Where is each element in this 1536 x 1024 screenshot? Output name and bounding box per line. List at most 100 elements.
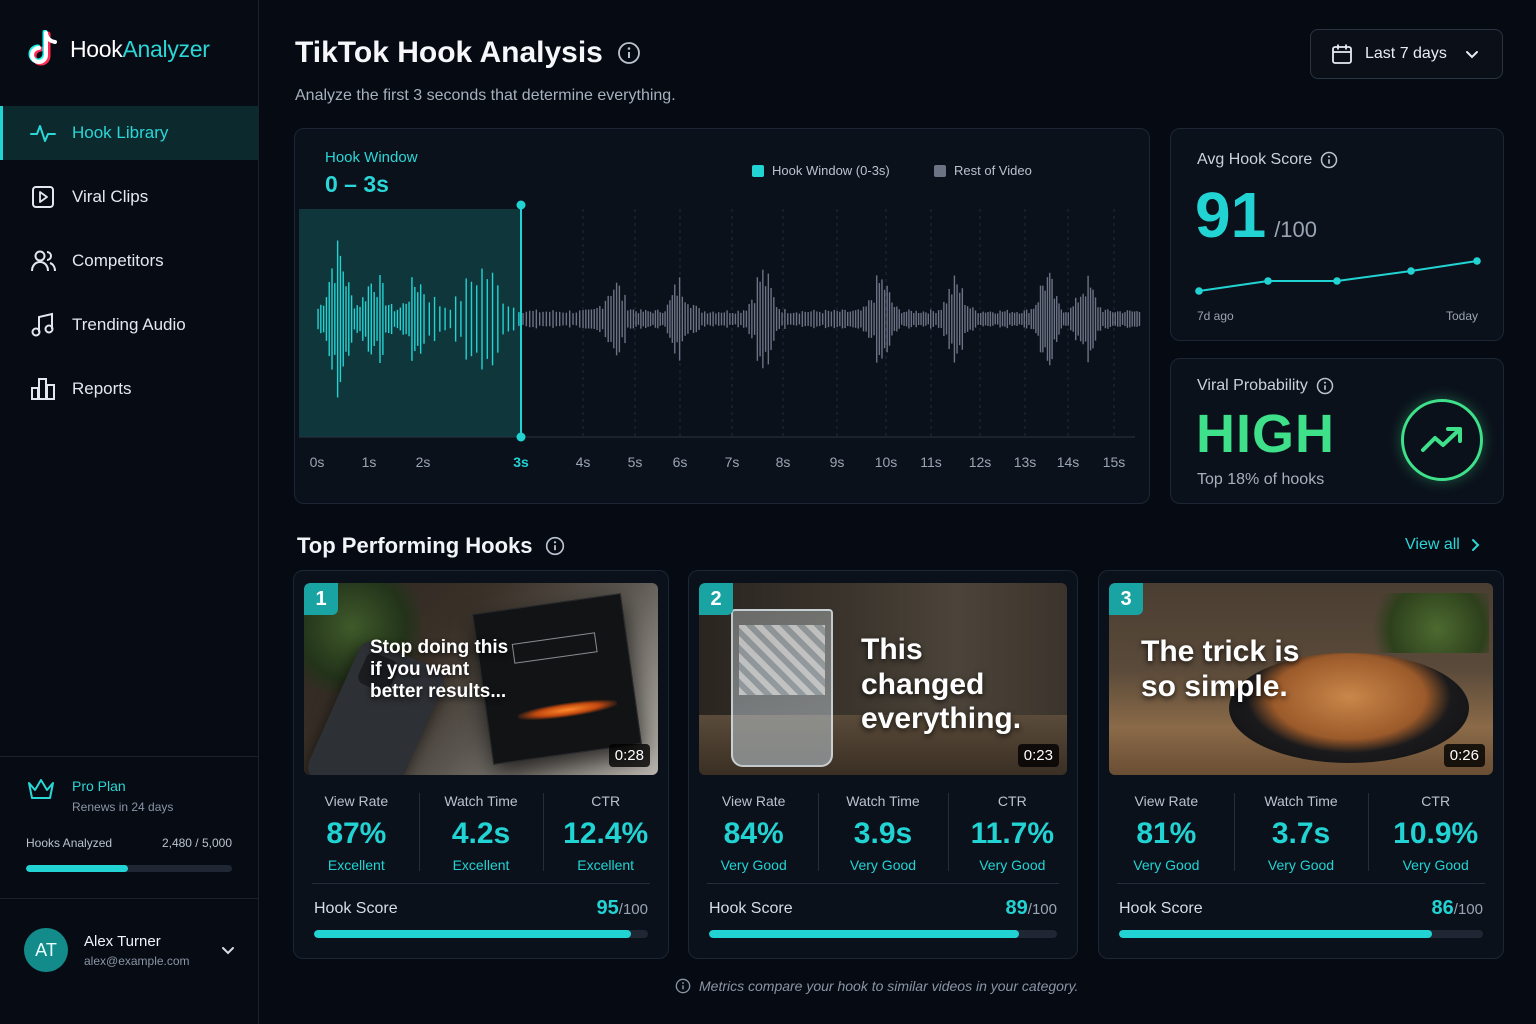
x-tick-label: 7s — [725, 454, 740, 470]
metric-value: 3.9s — [853, 817, 913, 850]
usage-count: 2,480 / 5,000 — [161, 836, 232, 850]
chart-title: Hook Window — [325, 149, 418, 166]
waveform-chart[interactable]: 0s 1s 2s 3s 4s 5s 6s 7s 8s 9s 10s 11s 12s 13s 14s 15s — [295, 129, 1151, 505]
sidebar-item-viral-clips[interactable]: Viral Clips — [0, 170, 258, 224]
trend-x-label-start: 7d ago — [1197, 309, 1234, 323]
legend-swatch — [752, 164, 764, 177]
x-tick-label: 1s — [362, 454, 377, 470]
info-icon[interactable] — [617, 41, 641, 65]
metric-watch-time: Watch Time 4.2s Excellent — [418, 793, 544, 873]
x-tick-label: 10s — [875, 454, 898, 470]
viral-label: Viral Probability — [1197, 377, 1334, 395]
sidebar-item-label: Hook Library — [72, 123, 169, 142]
metric-ctr: CTR 11.7% Very Good — [947, 793, 1077, 873]
avg-score-denominator: /100 — [1274, 217, 1318, 242]
sidebar-item-trending-audio[interactable]: Trending Audio — [0, 298, 258, 352]
chevron-right-icon — [1471, 539, 1480, 551]
hook-card[interactable]: 2 This changed everything. 0:23 View Rat… — [688, 570, 1078, 959]
x-tick-label: 12s — [969, 454, 992, 470]
herb-pot-shape — [1359, 593, 1489, 653]
viral-value: HIGH — [1196, 404, 1335, 464]
plan-renews: Renews in 24 days — [72, 800, 174, 814]
avg-score-label-text: Avg Hook Score — [1197, 151, 1313, 168]
x-tick-label: 6s — [673, 454, 688, 470]
x-tick-label: 4s — [576, 454, 591, 470]
metric-ctr: CTR 12.4% Excellent — [543, 793, 668, 873]
video-thumbnail[interactable]: 2 This changed everything. 0:23 — [699, 583, 1067, 775]
info-icon[interactable] — [1316, 377, 1334, 395]
date-range-select[interactable]: Last 7 days — [1310, 29, 1503, 79]
metric-rating: Very Good — [1402, 857, 1469, 873]
overlay-caption: This changed everything. — [861, 633, 1022, 735]
chevron-down-icon[interactable] — [220, 942, 236, 958]
x-tick-label: 5s — [628, 454, 643, 470]
trending-up-icon — [1401, 399, 1483, 481]
metric-rating: Excellent — [327, 857, 385, 873]
page-title: TikTok Hook Analysis — [295, 36, 641, 70]
metric-rating: Excellent — [452, 857, 510, 873]
trend-point — [1195, 287, 1203, 295]
marker-handle[interactable] — [516, 432, 526, 442]
rank-badge: 1 — [304, 583, 338, 615]
glass-shape — [731, 609, 833, 767]
avg-hook-score-card: Avg Hook Score 91 /100 7d ago Today — [1170, 128, 1504, 341]
hook-score-number: 89 — [1005, 897, 1028, 919]
info-icon[interactable] — [545, 536, 565, 556]
view-all-link[interactable]: View all — [1405, 536, 1482, 554]
overlay-caption: The trick is so simple. — [1141, 635, 1300, 703]
video-thumbnail[interactable]: 3 The trick is so simple. 0:26 — [1109, 583, 1493, 775]
video-thumbnail[interactable]: 1 Stop doing this if you want better res… — [304, 583, 658, 775]
hook-score-bar — [314, 930, 648, 938]
metric-watch-time: Watch Time 3.9s Very Good — [818, 793, 947, 873]
info-icon — [675, 978, 691, 994]
user-email: alex@example.com — [84, 953, 190, 968]
metric-label: View Rate — [324, 793, 389, 809]
app-logo[interactable]: HookAnalyzer — [26, 30, 210, 68]
usage-row: Hooks Analyzed 2,480 / 5,000 — [26, 836, 232, 850]
metrics-row: View Rate 87% Excellent Watch Time 4.2s Exce… — [294, 793, 668, 873]
trend-x-label-end: Today — [1445, 309, 1478, 323]
plan-info[interactable]: Pro Plan Renews in 24 days — [26, 776, 173, 814]
hook-card[interactable]: 1 Stop doing this if you want better res… — [293, 570, 669, 959]
hook-score-bar — [709, 930, 1057, 938]
metric-rating: Excellent — [577, 857, 635, 873]
metrics-row: View Rate 84% Very Good Watch Time 3.9s Very… — [689, 793, 1077, 873]
metric-label: CTR — [591, 793, 621, 809]
metric-rating: Very Good — [720, 857, 787, 873]
legend-label: Rest of Video — [954, 163, 1032, 178]
info-icon[interactable] — [1320, 151, 1338, 169]
hook-card[interactable]: 3 The trick is so simple. 0:26 View Rate… — [1098, 570, 1504, 959]
x-tick-label: 8s — [776, 454, 791, 470]
hook-score-max: /100 — [1027, 901, 1057, 918]
metric-rating: Very Good — [1133, 857, 1200, 873]
crown-icon — [28, 779, 54, 799]
sidebar-item-competitors[interactable]: Competitors — [0, 234, 258, 288]
page-title-text: TikTok Hook Analysis — [295, 36, 603, 69]
chevron-down-icon — [1465, 51, 1478, 59]
score-trend-chart — [1195, 257, 1481, 295]
sidebar-item-reports[interactable]: Reports — [0, 362, 258, 416]
metric-label: View Rate — [1134, 793, 1199, 809]
hook-score-value: 95/100 — [597, 897, 648, 920]
hook-score-max: /100 — [1453, 901, 1483, 918]
metrics-row: View Rate 81% Very Good Watch Time 3.7s Very… — [1099, 793, 1503, 873]
trend-point — [1264, 277, 1272, 285]
date-range-value: Last 7 days — [1365, 45, 1447, 62]
sidebar-nav: Hook Library Viral Clips Competitors Tre… — [0, 106, 258, 426]
x-tick-label: 2s — [416, 454, 431, 470]
trend-line — [1198, 260, 1478, 292]
hook-score-max: /100 — [618, 901, 648, 918]
footnote-text: Metrics compare your hook to similar vid… — [699, 978, 1079, 994]
x-tick-label: 11s — [920, 454, 942, 470]
sidebar-item-hook-library[interactable]: Hook Library — [0, 106, 258, 160]
avg-score-label: Avg Hook Score — [1197, 151, 1338, 169]
user-menu[interactable]: AT Alex Turner alex@example.com — [24, 928, 236, 972]
marker-handle[interactable] — [516, 200, 526, 210]
user-name: Alex Turner — [84, 932, 161, 950]
tiktok-note-icon — [28, 30, 57, 66]
hook-window-region — [299, 209, 521, 437]
bar-chart-icon — [31, 378, 55, 400]
page-subtitle: Analyze the first 3 seconds that determi… — [295, 87, 676, 104]
x-tick-label: 13s — [1014, 454, 1037, 470]
section-title: Top Performing Hooks — [297, 533, 565, 559]
